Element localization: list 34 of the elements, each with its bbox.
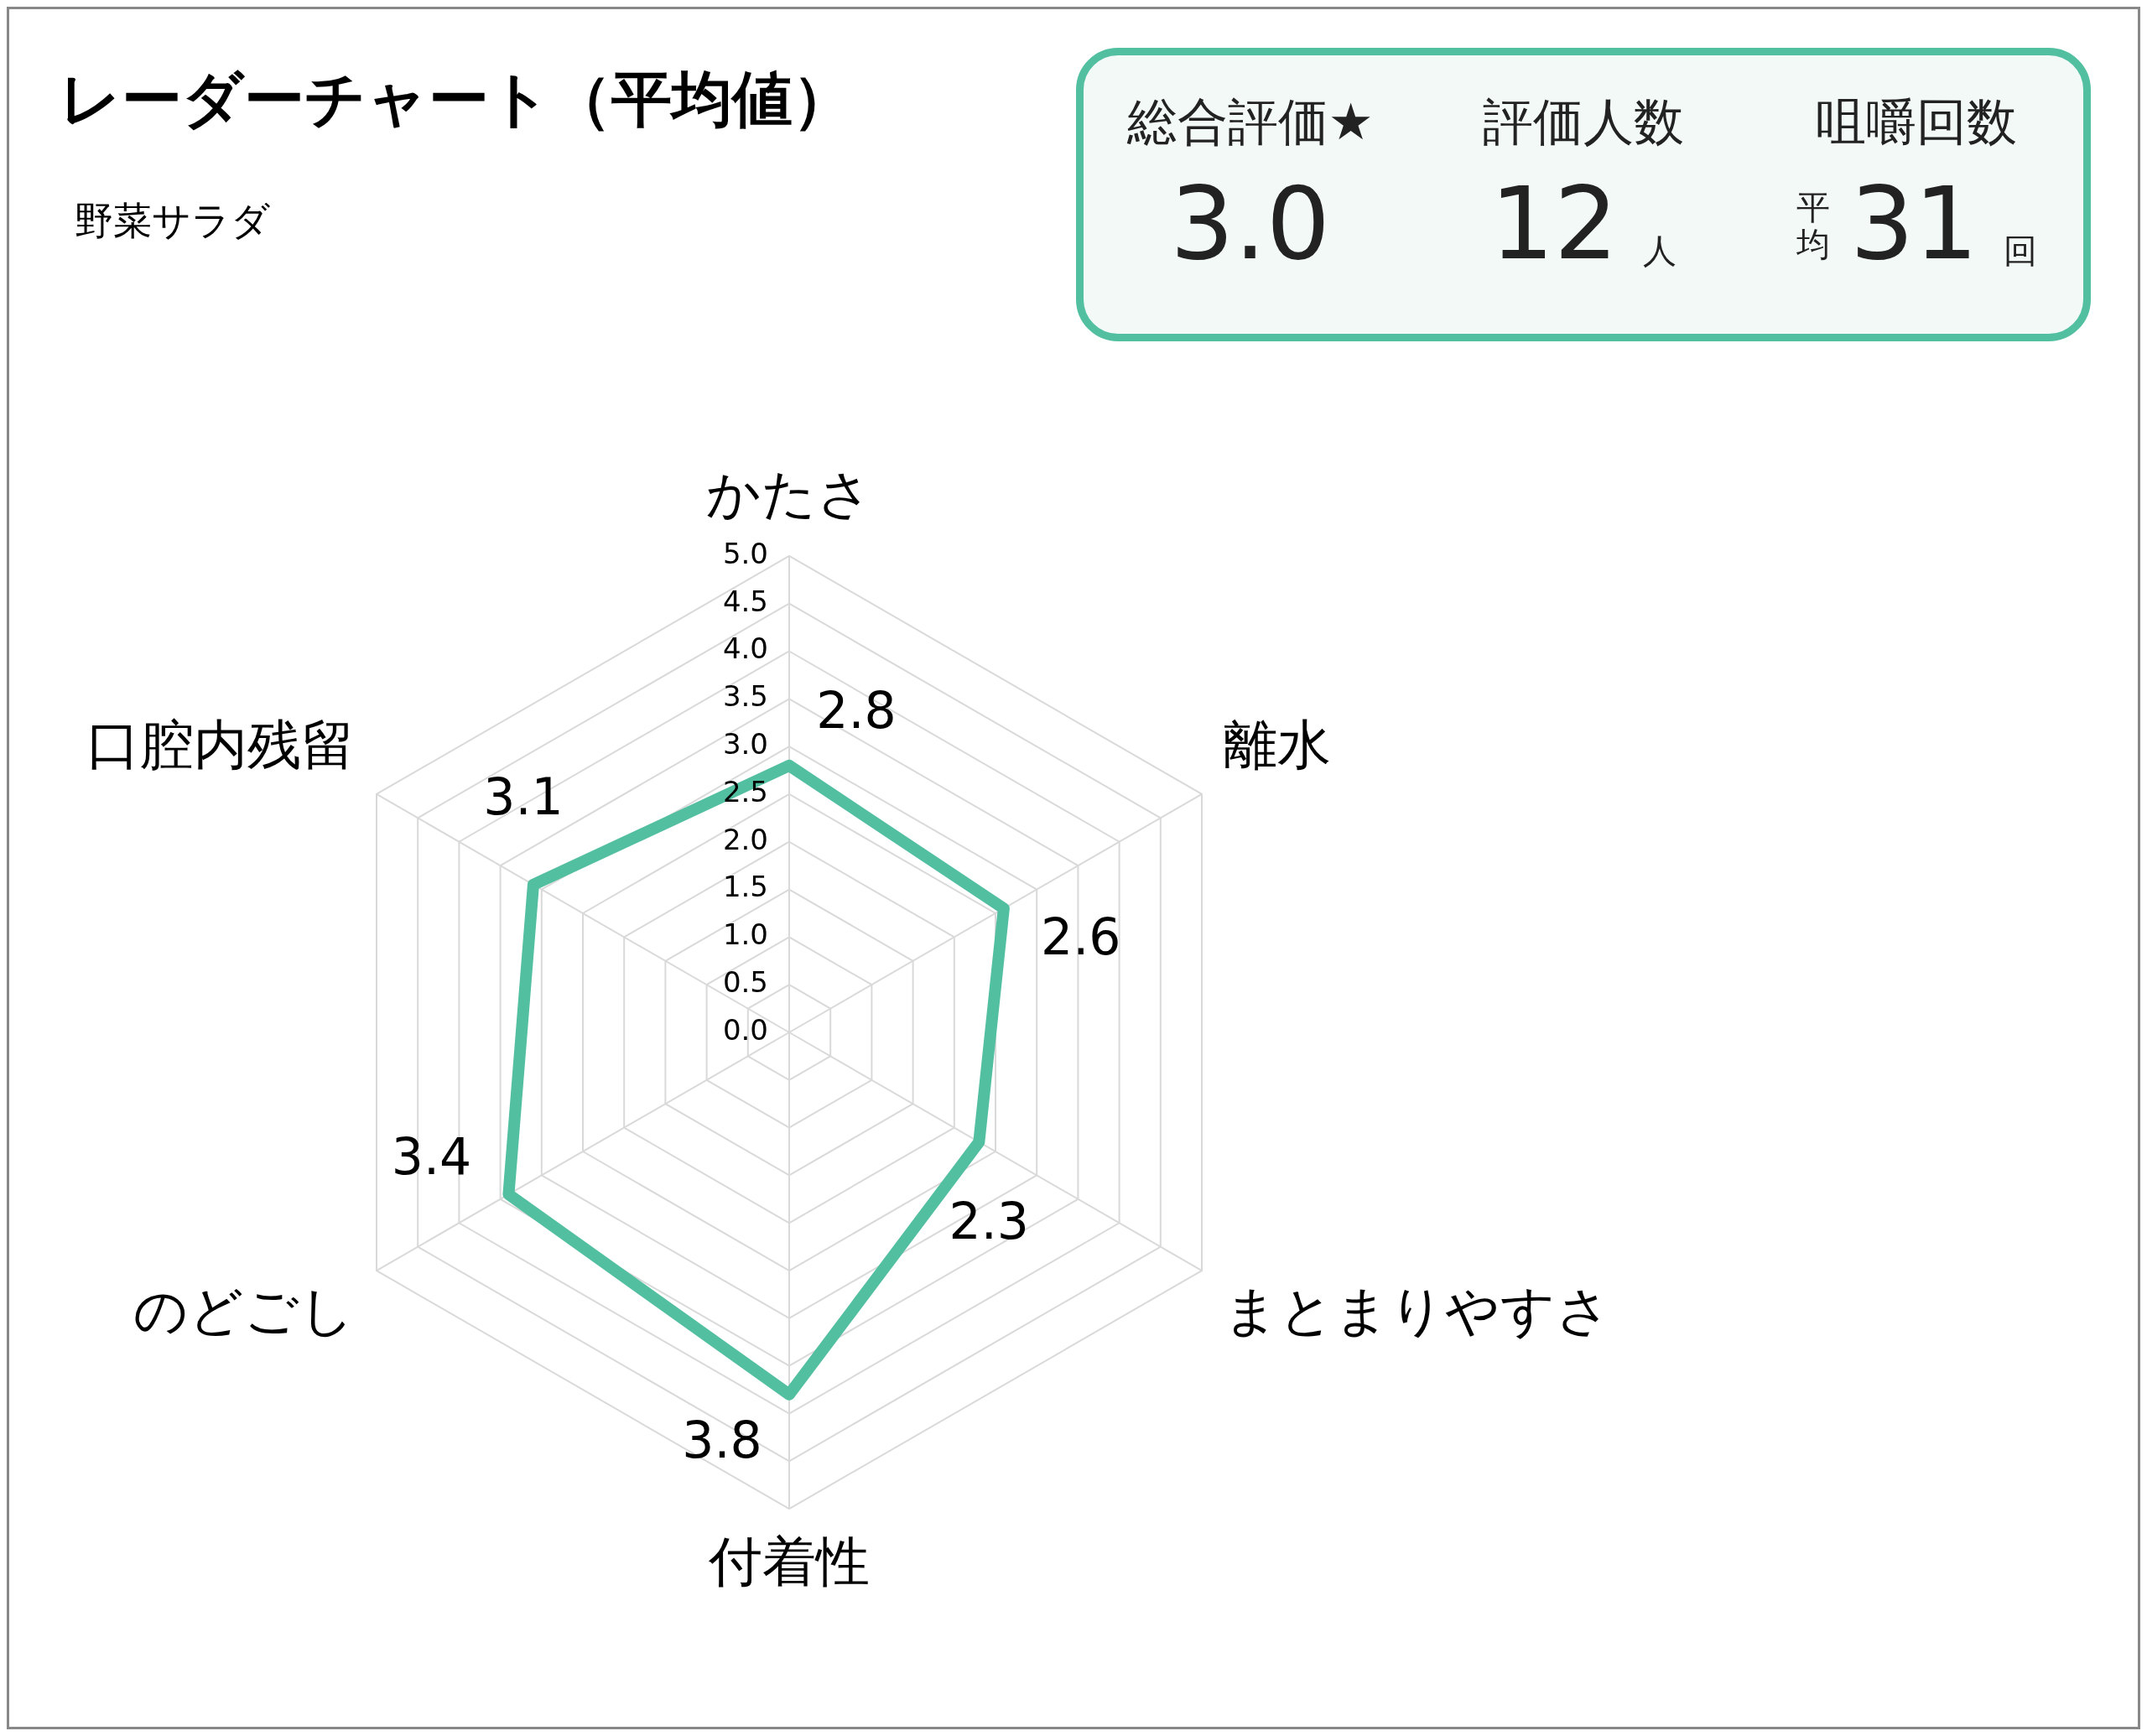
y-tick-label: 0.5 xyxy=(722,965,768,1000)
y-tick-label: 2.5 xyxy=(722,774,768,808)
data-label: 31 xyxy=(1849,165,1978,282)
data-label: 2.8 xyxy=(816,681,897,741)
category-label: 総合評価★ xyxy=(1126,91,1374,153)
data-label: 12 xyxy=(1489,165,1619,282)
category-label: 評価人数 xyxy=(1482,91,1684,153)
y-tick-label: 4.0 xyxy=(722,632,768,666)
chart-subtitle: 野菜サラダ xyxy=(75,197,270,245)
text: 平均 xyxy=(1796,188,1830,263)
category-label: 咀嚼回数 xyxy=(1816,91,2018,153)
spoke-label: 口腔内残留 xyxy=(86,714,355,777)
y-tick-label: 5.0 xyxy=(722,536,768,570)
spoke-label: かたさ xyxy=(706,463,872,526)
text: 回 xyxy=(2003,231,2037,270)
data-label: 3.4 xyxy=(391,1127,472,1187)
y-tick-label: 1.5 xyxy=(722,870,768,904)
y-tick-label: 4.5 xyxy=(722,584,768,618)
y-tick-label: 3.5 xyxy=(722,679,768,714)
text: 人 xyxy=(1643,231,1677,270)
data-label: 3.0 xyxy=(1170,165,1331,282)
spoke-label: 離水 xyxy=(1224,714,1331,777)
y-tick-label: 2.0 xyxy=(722,822,768,856)
y-tick-label: 0.0 xyxy=(722,1012,768,1047)
chart-title: レーダーチャート（平均値） xyxy=(60,63,853,136)
data-label: 3.8 xyxy=(682,1411,762,1470)
spoke-label: のどごし xyxy=(133,1280,355,1343)
data-label: 3.1 xyxy=(483,767,564,827)
y-tick-label: 3.0 xyxy=(722,726,768,761)
spoke-label: 付着性 xyxy=(708,1531,870,1593)
data-label: 2.3 xyxy=(949,1191,1029,1250)
y-tick-label: 1.0 xyxy=(722,917,768,952)
spoke-label: まとまりやすさ xyxy=(1224,1280,1611,1343)
data-label: 2.6 xyxy=(1041,907,1121,967)
